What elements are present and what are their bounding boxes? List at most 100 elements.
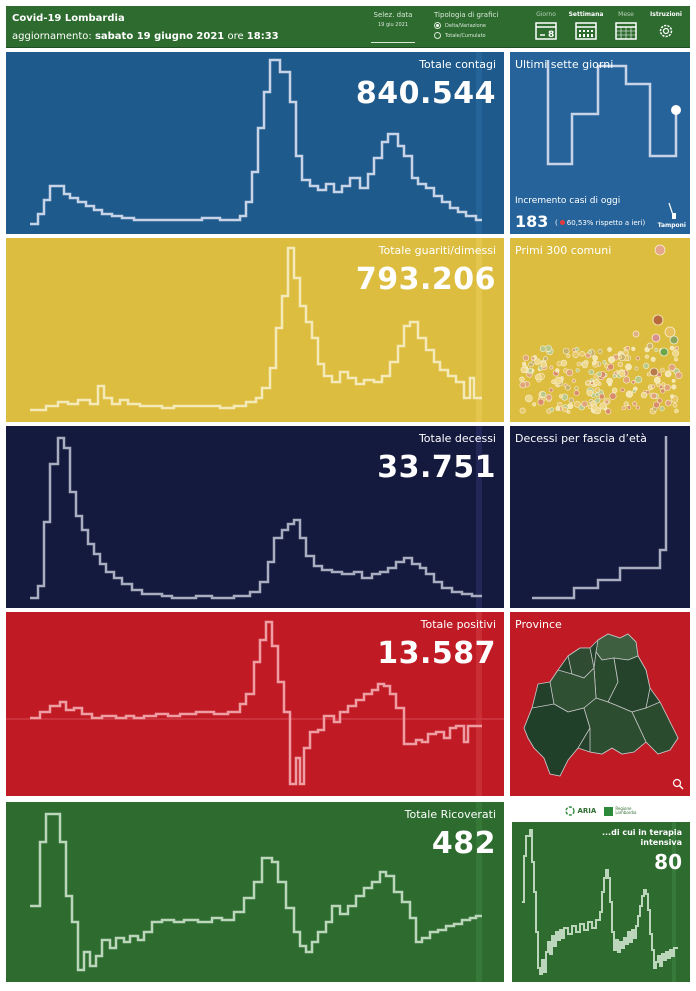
comune-bubble (634, 366, 639, 371)
comune-bubble (573, 390, 580, 396)
comune-bubble (592, 355, 598, 361)
comune-bubble (593, 379, 600, 386)
comune-bubble (636, 405, 640, 410)
comune-bubble (607, 347, 612, 352)
date-selector-value[interactable]: 19 giu 2021 (378, 22, 408, 28)
chart-type-option-cumulato[interactable]: Totale/Cumulato (434, 32, 514, 39)
chart-type-option-delta[interactable]: Delta/Variazione (434, 22, 514, 29)
zoom-icon[interactable] (672, 778, 684, 790)
regione-lombardia-logo: Regione Lombardia (604, 806, 637, 816)
nav-month-button[interactable]: Mese (606, 11, 646, 40)
panel-totale-ricoverati[interactable]: Totale Ricoverati 482 (6, 802, 504, 982)
comune-bubble (572, 351, 579, 358)
update-prefix: aggiornamento: (12, 31, 95, 42)
regione-logo-line: Lombardia (615, 810, 637, 815)
panel-title: Totale contagi (419, 58, 496, 71)
panel-province[interactable]: Province (510, 612, 690, 796)
update-time: 18:33 (246, 31, 279, 42)
nav-week-button[interactable]: Settimana (566, 11, 606, 40)
panel-ultimi-sette-giorni[interactable]: Ultimi sette giorni Incremento casi di o… (510, 52, 690, 234)
calendar-day-icon: 8 (535, 22, 557, 40)
comune-bubble (592, 360, 597, 365)
comune-bubble (652, 401, 660, 409)
decessi-series-line (30, 436, 482, 600)
comune-bubble (634, 375, 643, 384)
tamponi-button[interactable]: Tamponi (658, 202, 686, 229)
comune-bubble (543, 356, 548, 362)
date-selector[interactable]: Selez. data 19 giu 2021 (368, 11, 418, 43)
comune-bubble-large (654, 244, 666, 256)
comune-bubble (540, 391, 547, 398)
increment-note: (60,53% rispetto a ieri) (555, 219, 645, 227)
panel-value: 482 (431, 826, 496, 861)
panel-totale-positivi[interactable]: Totale positivi 13.587 (6, 612, 504, 796)
age-deaths-series-line (532, 436, 668, 600)
comuni-bubble-chart (519, 244, 683, 415)
comune-bubble (643, 362, 650, 369)
comune-bubble (594, 387, 601, 393)
comune-bubble (564, 384, 571, 391)
panel-value: 840.544 (355, 76, 496, 111)
ricoverati-line-chart (30, 802, 482, 982)
panel-totale-guariti[interactable]: Totale guariti/dimessi 793.206 (6, 238, 504, 422)
comune-bubble (531, 360, 536, 365)
comune-bubble (606, 377, 613, 385)
guariti-series-line (30, 246, 482, 412)
comune-bubble (618, 355, 622, 360)
comune-bubble (588, 369, 595, 375)
nav-day-button[interactable]: Giorno 8 (526, 11, 566, 40)
chart-type-option-label: Delta/Variazione (445, 22, 486, 29)
panel-value: 80 (654, 850, 682, 874)
positivi-line-chart (6, 612, 504, 796)
panel-title: Ultimi sette giorni (515, 58, 614, 71)
comune-bubble (631, 346, 636, 351)
nav-instructions-button[interactable]: Istruzioni (646, 11, 686, 40)
comune-bubble (598, 393, 605, 400)
panel-primi-300-comuni[interactable]: Primi 300 comuni (510, 238, 690, 422)
comune-bubble (625, 363, 632, 371)
comune-bubble (672, 349, 680, 357)
comune-bubble (591, 404, 598, 411)
comune-bubble (599, 402, 607, 410)
panel-decessi-fascia-eta[interactable]: Decessi per fascia d’età (510, 426, 690, 608)
comune-bubble (597, 348, 603, 354)
aria-logo: ARIA (565, 806, 596, 816)
chart-highlight-band (476, 802, 482, 982)
nav-week-label: Settimana (568, 11, 604, 18)
comune-bubble (604, 408, 612, 415)
comune-bubble (590, 381, 594, 385)
comune-bubble (562, 347, 570, 355)
panel-terapia-intensiva[interactable]: ...di cui in terapia intensiva 80 (512, 822, 690, 982)
comune-bubble-large (664, 326, 676, 338)
comune-bubble-large (649, 367, 659, 377)
radio-cumulato[interactable] (434, 32, 441, 39)
comune-bubble (555, 368, 560, 373)
comune-bubble (632, 389, 637, 394)
comune-bubble (545, 394, 553, 401)
province-mantova (631, 701, 679, 755)
comune-bubble (602, 360, 607, 365)
comune-bubble (576, 361, 582, 367)
comune-bubble (532, 402, 537, 407)
comune-bubble (571, 378, 576, 383)
comune-bubble (558, 394, 563, 399)
comune-bubble (519, 407, 526, 414)
chart-highlight-band (672, 822, 676, 982)
panel-totale-contagi[interactable]: Totale contagi 840.544 (6, 52, 504, 234)
panel-title: Primi 300 comuni (515, 244, 612, 257)
comune-bubble (650, 356, 656, 362)
province-pavia (523, 703, 591, 777)
regione-logo-line: Regione (615, 806, 632, 811)
comune-bubble (623, 401, 629, 407)
chart-type-selector: Tipologia di grafici Delta/Variazione To… (434, 11, 514, 39)
comune-bubble (670, 394, 675, 399)
comune-bubble (568, 397, 575, 404)
comune-bubble (644, 354, 649, 359)
increment-note-text: 60,53% rispetto a ieri (566, 219, 643, 227)
comune-bubble (608, 356, 616, 364)
panel-totale-decessi[interactable]: Totale decessi 33.751 (6, 426, 504, 608)
radio-delta[interactable] (434, 22, 441, 29)
comune-bubble (618, 369, 626, 377)
calendar-month-icon (615, 22, 637, 40)
province-sondrio (595, 633, 639, 661)
